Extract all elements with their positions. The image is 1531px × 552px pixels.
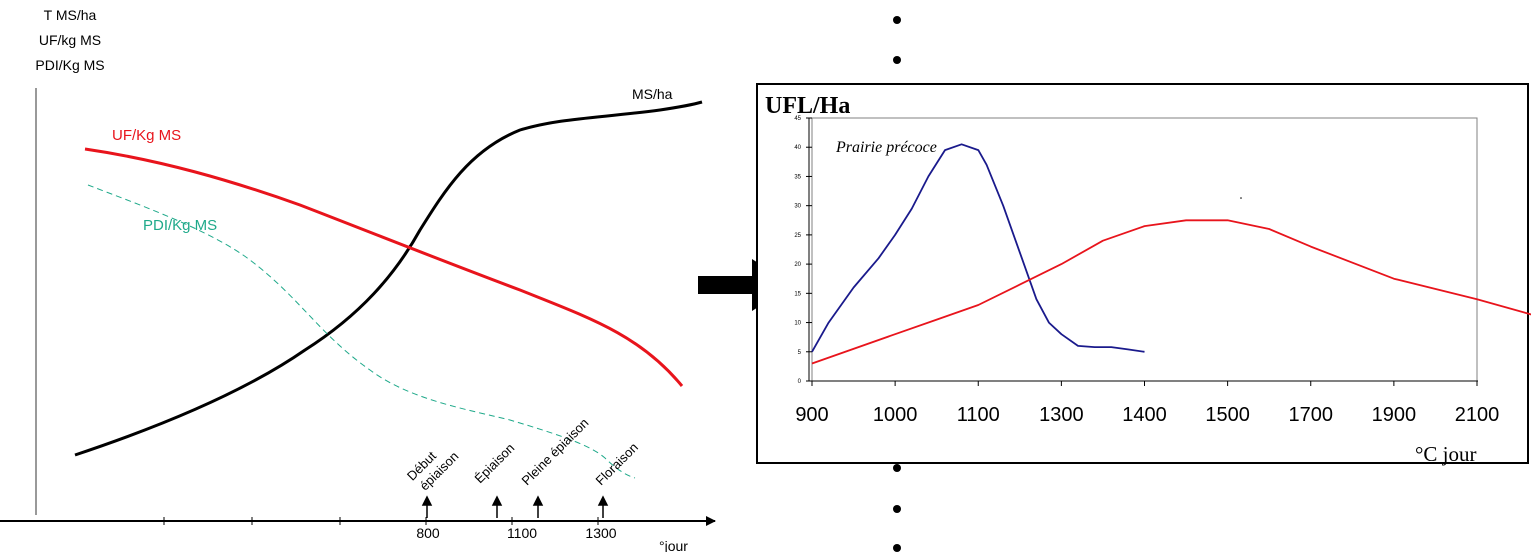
stage-epiaison: Épiaison [472,440,518,486]
right-y-tick-label: 0 [798,379,802,385]
svg-text:Épiaison: Épiaison [472,440,518,486]
right-series [811,143,1531,365]
right-y-tick-label: 5 [798,350,802,356]
series-ms-ha-label: MS/ha [632,86,673,102]
left-y-label-1: T MS/ha [44,7,97,23]
right-x-tick-label: 900 [795,404,828,426]
left-x-unit: °jour [659,538,688,552]
left-x-tick-1300: 1300 [585,525,616,541]
right-x-tick-label: 1000 [873,404,918,426]
series-pdi-label: PDI/Kg MS [143,217,217,234]
right-annotation: Prairie précoce [835,139,937,156]
right-series-line-1 [811,219,1531,365]
right-x-tick-label: 1100 [957,404,1000,426]
right-x-ticks: 900 1000 1100 1300 1400 1500 1700 1900 2100 [795,381,1499,426]
right-x-tick-label: 2100 [1455,404,1500,426]
left-y-label-3: PDI/Kg MS [35,57,104,73]
right-y-title: UFL/Ha [765,93,850,119]
right-y-tick-label: 10 [794,321,801,327]
svg-text:Floraison: Floraison [593,440,641,488]
stage-debut-epiaison: Début épiaison [404,448,462,493]
right-x-title: °C jour [1415,442,1476,466]
right-chart-frame [756,83,1529,464]
right-y-tick-label: 25 [794,233,801,239]
left-x-tick-800: 800 [416,525,440,541]
right-x-tick-label: 1900 [1372,404,1417,426]
right-chart: UFL/Ha °C jour Prairie précoce 0 5 10 15 20 2… [756,83,1531,466]
series-uf-line [84,147,684,387]
right-y-tick-label: 45 [794,116,801,122]
right-x-tick-label: 1300 [1039,404,1084,426]
left-chart: T MS/ha UF/kg MS PDI/Kg MS 800 1100 1300… [0,7,716,552]
right-y-tick-label: 30 [794,204,801,210]
stage-floraison: Floraison [593,440,641,488]
right-y-ticks: 0 5 10 15 20 25 30 35 40 45 [794,116,812,385]
right-series-line-0 [811,143,1145,353]
left-x-minor-ticks [163,517,599,525]
series-uf-label: UF/Kg MS [112,127,181,144]
right-y-tick-label: 40 [794,145,801,151]
series-pdi-line [87,184,636,479]
left-x-tick-1100: 1100 [507,525,537,541]
right-x-tick-label: 1700 [1289,404,1334,426]
right-x-tick-label: 1400 [1122,404,1167,426]
right-x-tick-label: 1500 [1205,404,1250,426]
right-y-tick-label: 20 [794,262,801,268]
right-y-tick-label: 35 [794,174,801,180]
stray-dot [1240,197,1242,199]
series-ms-ha-line [74,100,703,457]
stage-arrows [421,495,609,518]
left-y-label-2: UF/kg MS [39,32,101,48]
bullet-divider [893,16,901,552]
right-y-tick-label: 15 [794,291,801,297]
